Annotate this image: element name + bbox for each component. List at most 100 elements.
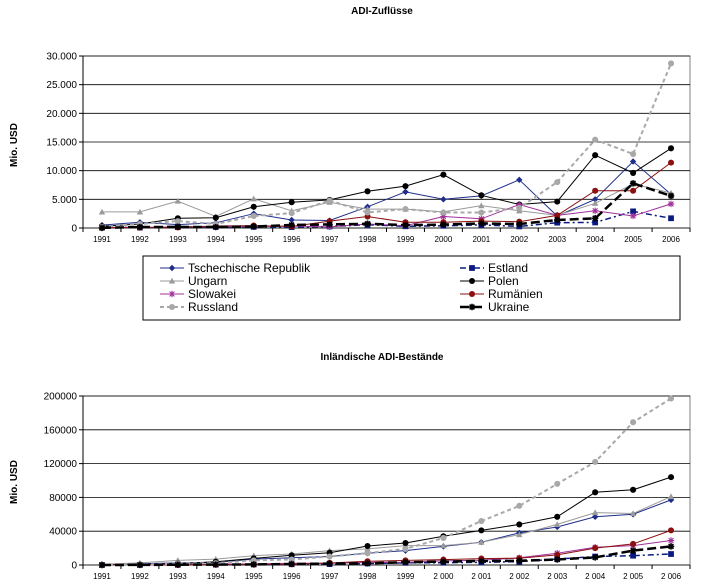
chart2-x-tick-label: 2 005: [623, 572, 644, 581]
chart2-series-ukraine: [98, 543, 675, 569]
chart1-series-line-polen: [101, 147, 672, 227]
chart1-point-polen: [250, 203, 257, 210]
legend-item-ungarn: Ungarn: [160, 274, 227, 288]
chart2-point-rumaenien: [630, 540, 637, 547]
chart2-series-line-ungarn: [101, 496, 672, 565]
chart2-point-estland: [630, 552, 636, 559]
chart2-y-tick-label: 40000: [49, 527, 77, 538]
chart2-point-ungarn: [440, 542, 447, 549]
chart2-plot-area: [82, 395, 691, 566]
chart2-x-tick-label: 2 003: [547, 572, 568, 581]
chart1-point-russland: [402, 206, 409, 213]
chart1-point-ukraine: [554, 216, 561, 224]
chart2-point-ukraine: [554, 556, 561, 563]
chart1-point-ukraine: [364, 220, 371, 227]
chart2-point-russland: [440, 534, 447, 542]
chart1-point-ungarn: [591, 200, 599, 206]
chart1-point-ukraine: [402, 221, 409, 229]
chart1-x-tick-label: 2000: [435, 235, 453, 244]
chart1-y-ticks: 0 5.000 10.000 15.000 20.000 25.000 30.000: [46, 52, 83, 235]
chart2-point-ukraine: [98, 561, 106, 569]
chart2-series-line-tschechien: [101, 499, 672, 566]
chart1-point-polen: [478, 192, 485, 199]
legend-item-estland: Estland: [460, 261, 528, 275]
chart1-point-polen: [212, 214, 219, 221]
chart1-point-ukraine: [98, 224, 106, 232]
chart1-series: [98, 60, 675, 232]
chart2-series-russland: [98, 395, 675, 568]
chart2-y-axis-label: Mio. USD: [9, 460, 20, 504]
legend-label-estland: Estland: [488, 261, 528, 275]
chart-inlaendische-adi-bestaende: Inländische ADI-Bestände Mio. USD 0 40000…: [9, 352, 691, 581]
chart2-x-tick-label: 1993: [169, 572, 187, 581]
chart2-point-polen: [478, 527, 485, 534]
chart1-point-russland: [288, 210, 295, 217]
chart2-point-rumaenien: [667, 527, 675, 534]
chart1-x-tick-label: 2006: [662, 235, 680, 244]
chart2-point-ukraine: [591, 554, 599, 561]
chart2-point-ukraine: [667, 543, 675, 550]
chart1-point-russland: [554, 179, 561, 186]
chart2-point-ukraine: [174, 561, 182, 568]
chart2-point-rumaenien: [554, 551, 561, 558]
chart2-x-tick-label: 1996: [283, 572, 301, 581]
legend-label-slowakei: Slowakei: [188, 287, 236, 301]
chart2-x-tick-label: 1999: [397, 572, 415, 581]
chart1-point-estland: [592, 219, 599, 226]
chart2-point-ungarn: [667, 493, 675, 500]
chart1-point-polen: [554, 198, 561, 205]
legend-item-tschechien: Tschechische Republik: [160, 261, 311, 275]
chart2-x-tick-label: 1995: [245, 572, 263, 581]
chart2-y-ticks: 0 40000 80000 120000 160000 200000: [44, 392, 83, 572]
chart1-y-tick-label: 0: [71, 224, 77, 235]
chart2-point-russland: [478, 518, 485, 525]
chart1-x-tick-label: 2003: [548, 235, 566, 244]
chart1-point-russland: [592, 136, 599, 143]
chart1-x-tick-label: 1996: [283, 235, 301, 244]
chart1-y-tick-label: 30.000: [46, 52, 77, 63]
legend-label-polen: Polen: [488, 274, 519, 288]
chart2-point-russland: [402, 545, 409, 552]
chart1-point-polen: [630, 169, 637, 177]
chart1-point-tschechien: [288, 216, 295, 224]
chart1-point-polen: [402, 183, 409, 190]
chart1-point-rumaenien: [667, 159, 675, 166]
chart2-point-polen: [630, 486, 637, 493]
chart1-point-polen: [667, 145, 675, 152]
chart2-x-tick-label: 2 000: [433, 572, 454, 581]
chart1-series-ukraine: [98, 180, 675, 232]
chart2-point-rumaenien: [592, 545, 599, 552]
chart2-point-russland: [630, 419, 637, 426]
chart1-point-ukraine: [288, 221, 295, 229]
chart1-y-tick-label: 25.000: [46, 80, 77, 91]
chart2-point-russland: [288, 556, 295, 563]
chart1-point-ukraine: [516, 220, 523, 228]
chart2-point-estland: [668, 551, 674, 557]
chart1-point-russland: [326, 197, 333, 204]
chart2-point-russland: [326, 553, 333, 560]
chart1-point-ukraine: [326, 221, 333, 228]
chart1-point-ungarn: [98, 208, 106, 215]
chart1-point-ukraine: [212, 223, 219, 231]
chart2-x-tick-label: 1991: [93, 572, 111, 581]
chart2-point-ukraine: [478, 557, 485, 565]
chart2-x-tick-label: 2 001: [471, 572, 492, 581]
chart1-series-line-russland: [101, 63, 672, 228]
chart1-point-ukraine: [629, 180, 637, 187]
chart2-point-ungarn: [629, 510, 637, 517]
chart2-series-line-ukraine: [101, 545, 672, 567]
chart1-point-slowakei: [516, 201, 523, 208]
legend-marker-ukraine: [468, 303, 476, 311]
chart2-point-slowakei: [667, 537, 675, 544]
chart1-point-ukraine: [667, 192, 675, 200]
chart1-point-russland: [250, 212, 257, 220]
chart1-point-rumaenien: [592, 187, 599, 194]
legend-marker-polen: [468, 277, 476, 285]
chart2-y-tick-label: 0: [71, 561, 77, 572]
chart1-y-tick-label: 5.000: [52, 195, 77, 206]
chart2-point-ungarn: [516, 531, 523, 538]
chart1-point-russland: [478, 209, 485, 216]
chart1-point-tschechien: [629, 158, 637, 165]
chart2-point-polen: [554, 513, 561, 520]
